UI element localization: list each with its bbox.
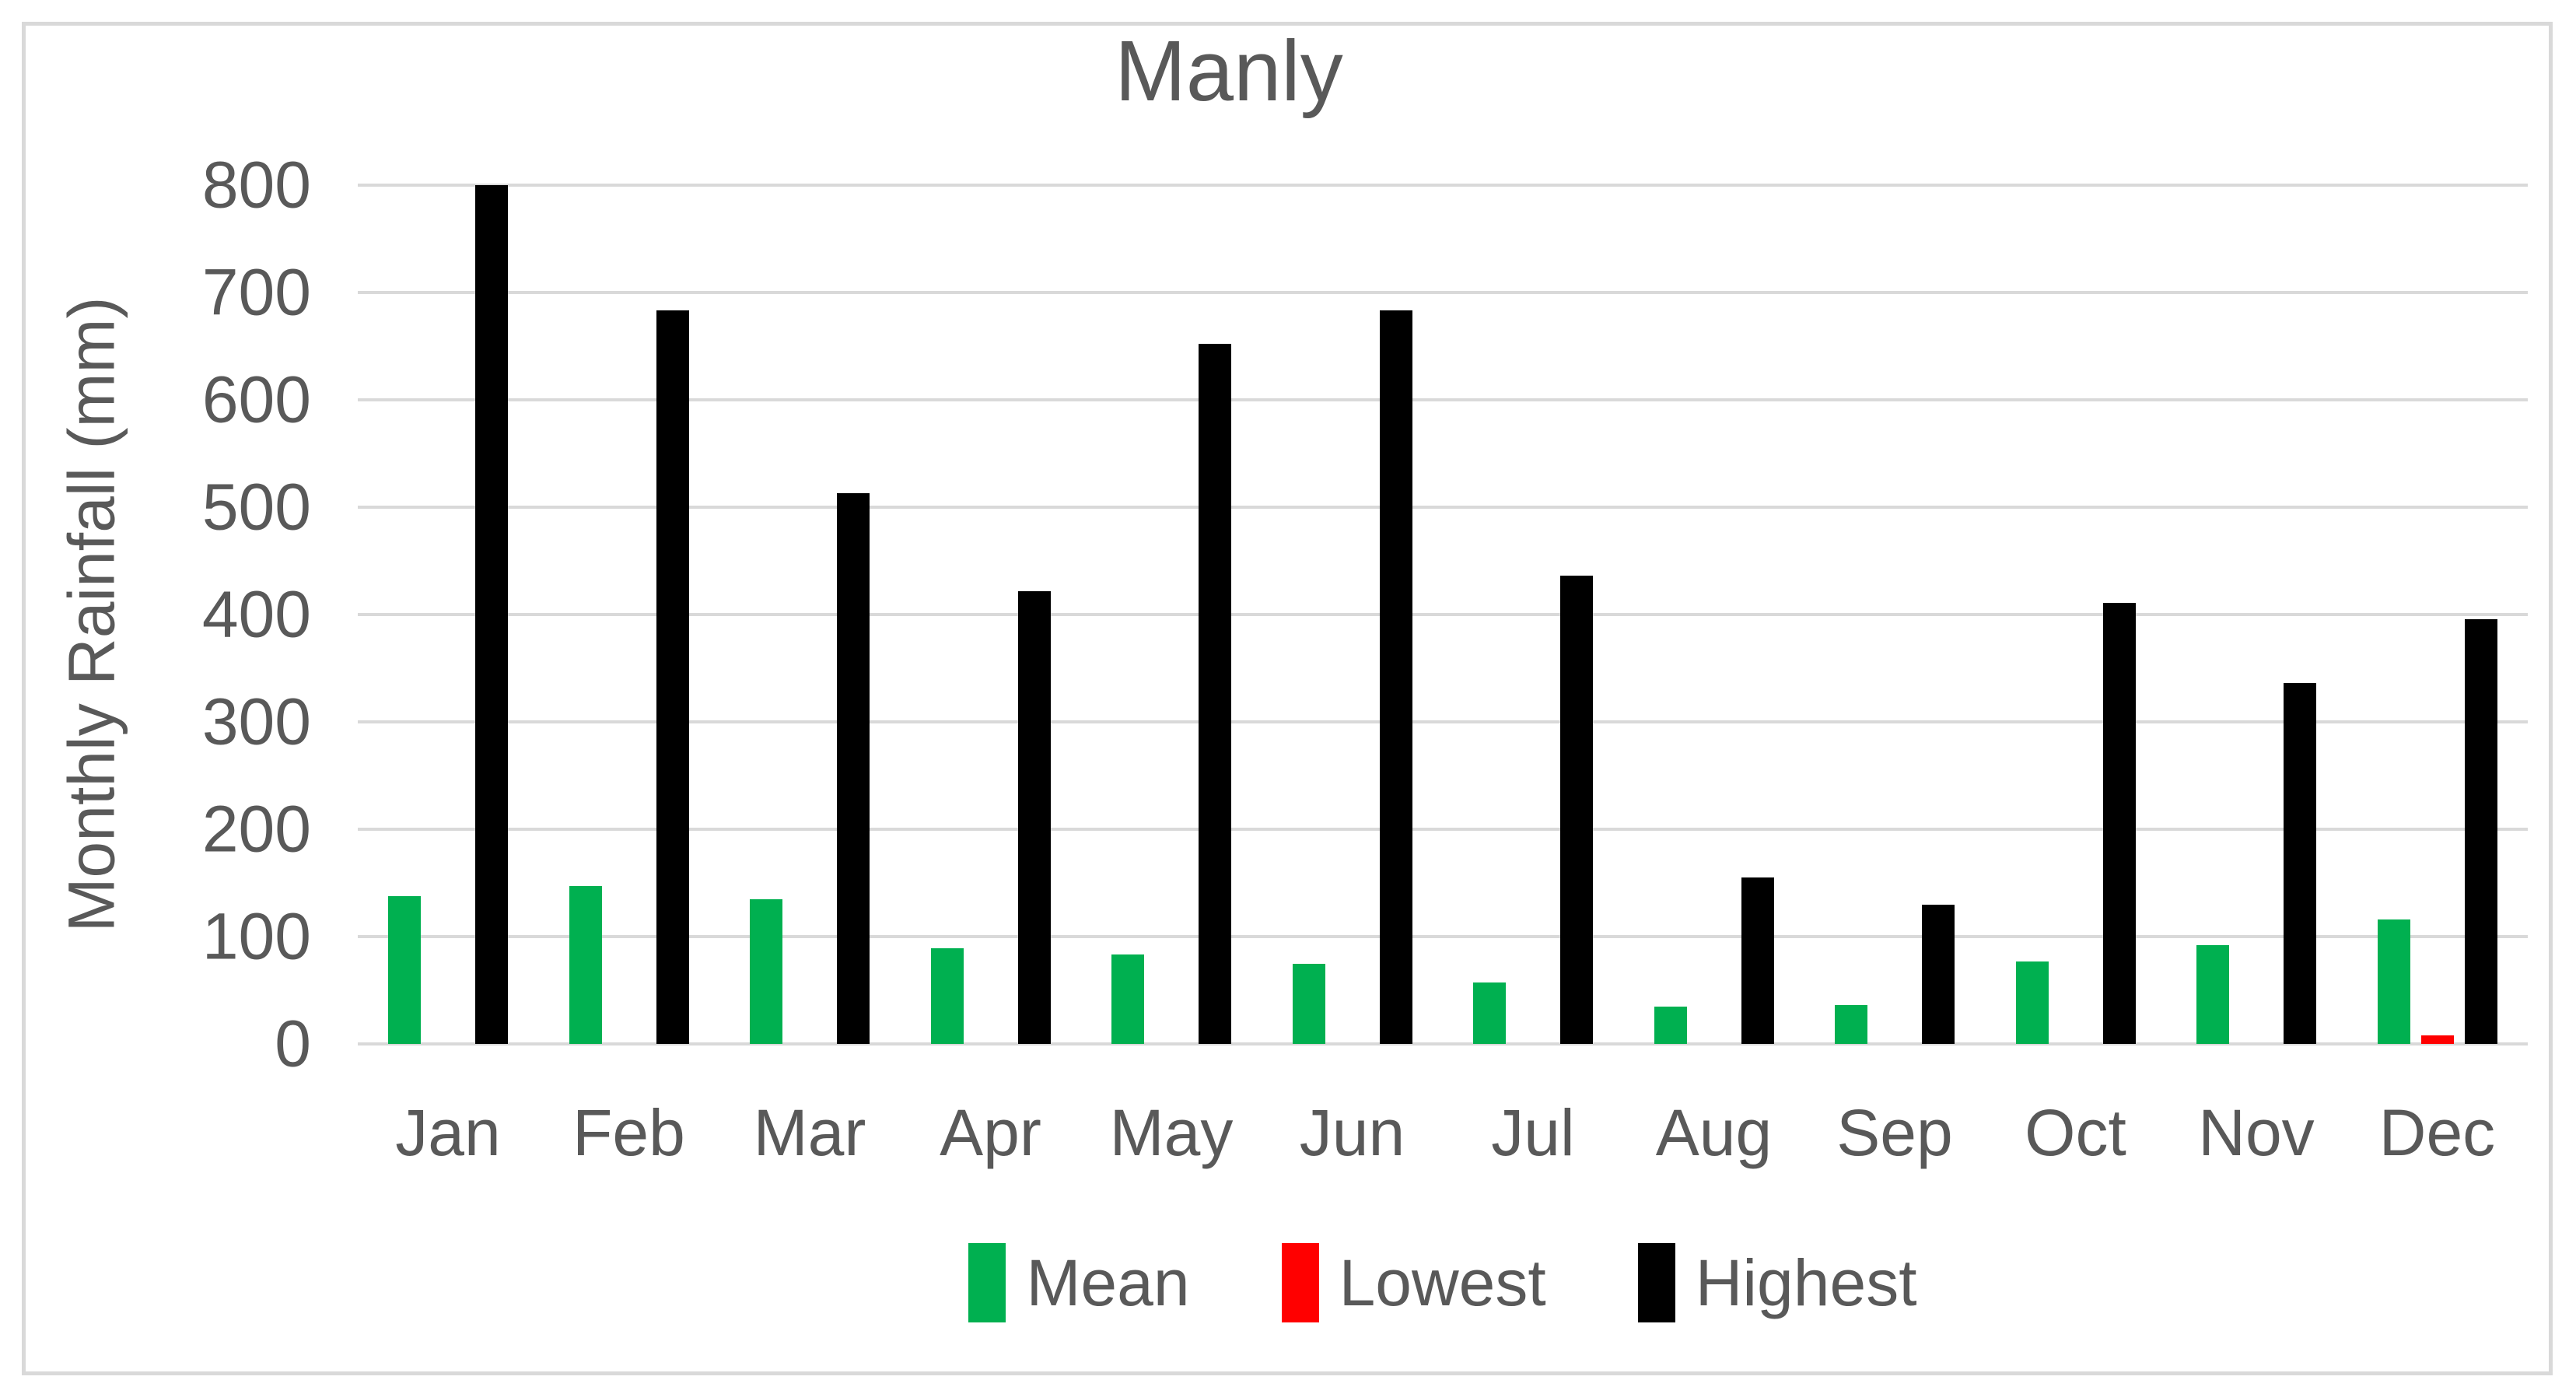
bar-group-mar [719, 493, 901, 1044]
bar-mean-dec [2377, 919, 2410, 1044]
bar-group-jun [1262, 310, 1444, 1044]
y-tick-label-500: 500 [201, 470, 311, 544]
chart-title: Manly [1115, 23, 1343, 119]
x-tick-label-jun: Jun [1299, 1096, 1405, 1169]
legend-label-lowest: Lowest [1339, 1245, 1546, 1319]
legend-item-highest: Highest [1637, 1243, 1917, 1322]
legend: Mean Lowest Highest [358, 1243, 2528, 1322]
x-tick-label-apr: Apr [940, 1096, 1041, 1169]
y-tick-label-0: 0 [275, 1007, 311, 1081]
y-tick-label-600: 600 [201, 363, 311, 436]
bar-mean-feb [569, 886, 602, 1044]
x-tick-label-mar: Mar [753, 1096, 866, 1169]
gridline-300 [358, 720, 2528, 723]
y-tick-label-400: 400 [201, 577, 311, 651]
x-tick-label-oct: Oct [2025, 1096, 2126, 1169]
bar-mean-nov [2196, 945, 2230, 1044]
legend-item-lowest: Lowest [1281, 1243, 1546, 1322]
bar-group-sep [1804, 904, 1986, 1044]
x-tick-label-feb: Feb [572, 1096, 685, 1169]
bar-group-may [1081, 344, 1262, 1044]
legend-label-highest: Highest [1695, 1245, 1917, 1319]
legend-label-mean: Mean [1026, 1245, 1190, 1319]
gridline-0 [358, 1042, 2528, 1046]
bar-mean-mar [750, 898, 783, 1044]
y-tick-label-700: 700 [201, 255, 311, 329]
legend-marker-highest [1637, 1243, 1675, 1322]
x-tick-label-dec: Dec [2378, 1096, 2496, 1169]
y-tick-label-200: 200 [201, 792, 311, 866]
bar-highest-jun [1379, 310, 1412, 1044]
bar-group-aug [1624, 877, 1805, 1044]
bar-highest-apr [1017, 590, 1051, 1044]
gridline-400 [358, 613, 2528, 616]
bar-highest-aug [1741, 877, 1774, 1044]
legend-item-mean: Mean [968, 1243, 1190, 1322]
bar-highest-nov [2284, 683, 2317, 1044]
bar-mean-jun [1292, 963, 1325, 1044]
bar-mean-jul [1473, 982, 1507, 1044]
bar-mean-apr [930, 948, 964, 1044]
bar-group-oct [1986, 602, 2167, 1044]
bar-highest-may [1199, 344, 1232, 1044]
bar-highest-mar [837, 493, 870, 1044]
y-tick-label-300: 300 [201, 685, 311, 758]
gridline-700 [358, 291, 2528, 294]
bar-lowest-dec [2420, 1035, 2454, 1044]
gridline-600 [358, 398, 2528, 401]
bar-mean-sep [1835, 1005, 1868, 1044]
chart-border [22, 22, 2553, 1375]
y-tick-label-800: 800 [201, 148, 311, 222]
bar-mean-aug [1654, 1006, 1687, 1044]
bar-group-nov [2166, 683, 2347, 1044]
gridline-800 [358, 184, 2528, 187]
x-tick-label-aug: Aug [1655, 1096, 1773, 1169]
gridline-500 [358, 506, 2528, 509]
legend-marker-lowest [1281, 1243, 1319, 1322]
bar-group-feb [539, 310, 720, 1044]
x-tick-label-jan: Jan [395, 1096, 501, 1169]
bar-mean-oct [2015, 961, 2049, 1044]
bar-highest-oct [2102, 602, 2136, 1044]
gridline-200 [358, 828, 2528, 831]
bar-group-jan [358, 185, 539, 1044]
bar-group-apr [901, 590, 1082, 1044]
bar-group-dec [2347, 618, 2529, 1044]
x-tick-label-jul: Jul [1491, 1096, 1575, 1169]
bar-highest-sep [1922, 904, 1955, 1044]
bar-mean-may [1111, 954, 1145, 1044]
bar-highest-jul [1560, 576, 1594, 1044]
bar-highest-dec [2464, 618, 2497, 1044]
x-tick-label-sep: Sep [1836, 1096, 1953, 1169]
gridline-100 [358, 935, 2528, 938]
x-tick-label-nov: Nov [2198, 1096, 2315, 1169]
y-tick-label-100: 100 [201, 899, 311, 973]
bar-group-jul [1443, 576, 1624, 1044]
bar-highest-jan [475, 185, 509, 1044]
bar-mean-jan [388, 895, 422, 1044]
x-tick-label-may: May [1109, 1096, 1234, 1169]
legend-marker-mean [968, 1243, 1006, 1322]
bar-highest-feb [656, 310, 689, 1044]
